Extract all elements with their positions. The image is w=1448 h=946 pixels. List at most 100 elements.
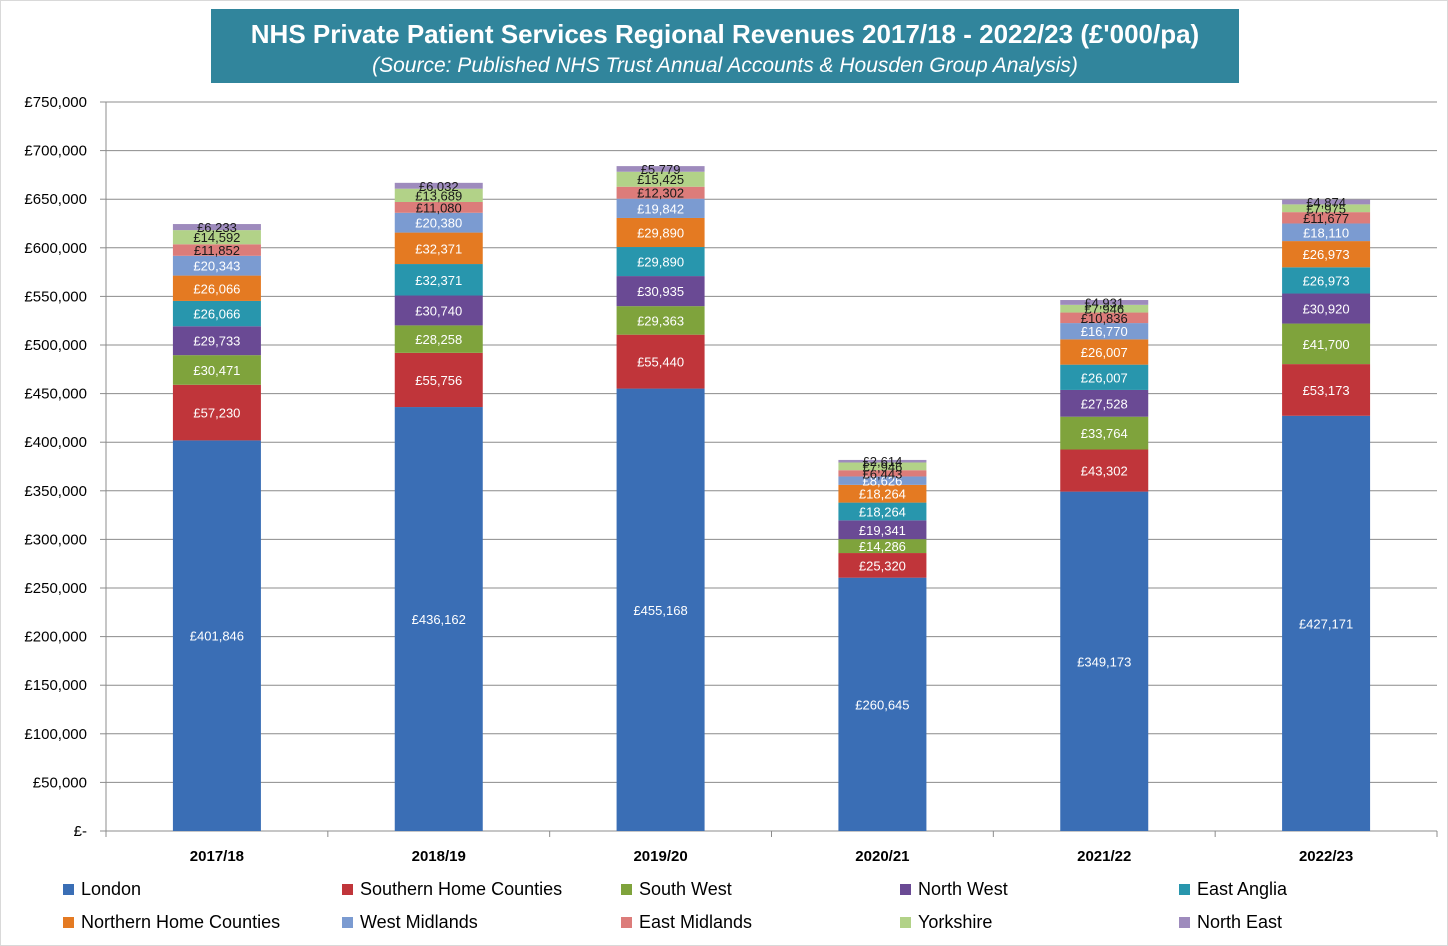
bar-segment [1060,312,1149,324]
data-label: £436,162 [412,612,466,627]
data-label: £15,425 [637,172,684,187]
data-label: £26,066 [193,307,240,322]
y-tick-label: £650,000 [24,191,87,208]
bar-segment [616,276,705,307]
y-tick-label: £50,000 [33,774,87,791]
data-label: £11,080 [416,200,462,215]
legend-label: South West [639,878,732,899]
bar-segment [1282,223,1371,242]
y-tick-label: £750,000 [24,94,87,111]
data-label: £26,066 [193,281,240,296]
data-label: £30,471 [193,363,240,378]
bar-segment [1060,364,1149,390]
legend-label: Yorkshire [918,911,993,932]
data-label: £25,320 [859,558,906,573]
y-tick-label: £450,000 [24,386,87,403]
data-label: £14,286 [859,539,906,554]
legend-label: North West [918,878,1008,899]
legend-swatch [621,883,632,895]
data-label: £427,171 [1299,616,1353,631]
bar-segment [394,407,483,831]
data-label: £11,677 [1303,211,1349,226]
bar-segment [394,232,483,265]
data-label: £2,614 [863,454,903,469]
bar-segment [616,198,705,218]
bar-segment [394,188,483,203]
bar-segment [616,388,705,831]
y-tick-label: £350,000 [24,483,87,500]
legend-item: South West [621,877,732,901]
bar-segment [172,326,261,356]
data-label: £7,946 [1084,302,1124,317]
legend-swatch [621,916,632,928]
data-label: £5,779 [641,162,681,177]
legend-swatch [63,883,74,895]
legend-swatch [342,883,353,895]
x-tick-label: 2019/20 [633,848,687,865]
data-label: £14,592 [193,230,240,245]
bar-segment [616,334,705,389]
legend-swatch [342,916,353,928]
bar-segment [838,520,927,540]
legend-label: East Midlands [639,911,753,932]
bar-segment [172,255,261,276]
data-label: £18,264 [859,487,906,502]
legend-item: Northern Home Counties [63,910,280,934]
bar-segment [394,264,483,296]
bar-segment [1282,323,1371,365]
data-label: £26,973 [1303,273,1350,288]
data-label: £26,007 [1081,345,1128,360]
x-tick-label: 2021/22 [1077,848,1131,865]
x-tick-label: 2020/21 [855,848,909,865]
bar-segment [1060,300,1149,305]
data-label: £401,846 [190,629,244,644]
bar-segment [838,470,927,477]
bar-segment [838,502,927,521]
data-label: £29,890 [637,225,684,240]
legend-item: North West [900,877,1008,901]
legend-item: West Midlands [342,910,478,934]
legend-swatch [900,883,911,895]
legend-swatch [63,916,74,928]
data-label: £41,700 [1303,337,1350,352]
data-label: £32,371 [415,241,462,256]
data-label: £29,733 [193,334,240,349]
bar-segment [616,166,705,172]
legend-item: North East [1179,910,1282,934]
bar-segment [1282,241,1371,268]
data-label: £28,258 [415,332,462,347]
legend-item: Southern Home Counties [342,877,562,901]
bar-segment [1060,323,1149,340]
bar-segment [394,295,483,326]
data-label: £26,973 [1303,247,1350,262]
y-tick-label: £500,000 [24,337,87,354]
bar-segment [172,440,261,831]
legend-label: London [81,878,142,899]
bar-segment [838,539,927,554]
data-label: £55,756 [415,373,462,388]
bar-segment [1060,389,1149,417]
bar-segment [172,300,261,327]
x-tick-label: 2017/18 [190,848,244,865]
y-tick-label: £100,000 [24,726,87,743]
bar-segment [394,202,483,213]
data-label: £32,371 [415,273,462,288]
bar-segment [394,325,483,353]
data-label: £29,363 [637,313,684,328]
data-label: £55,440 [637,355,684,370]
chart-subtitle: (Source: Published NHS Trust Annual Acco… [372,54,1078,77]
data-label: £18,110 [1303,225,1349,240]
bar-segment [616,186,705,199]
bar-segment [838,476,927,485]
data-label: £30,935 [637,284,684,299]
bar-segment [1282,212,1371,224]
y-tick-label: £400,000 [24,434,87,451]
legend-label: West Midlands [360,911,478,932]
bar-segment [616,247,705,277]
bar-segment [172,384,261,441]
bar-segment [1060,339,1149,365]
legend-item: East Midlands [621,910,752,934]
bar-segment [172,244,261,256]
bar-segment [838,459,927,463]
data-label: £27,528 [1081,396,1128,411]
